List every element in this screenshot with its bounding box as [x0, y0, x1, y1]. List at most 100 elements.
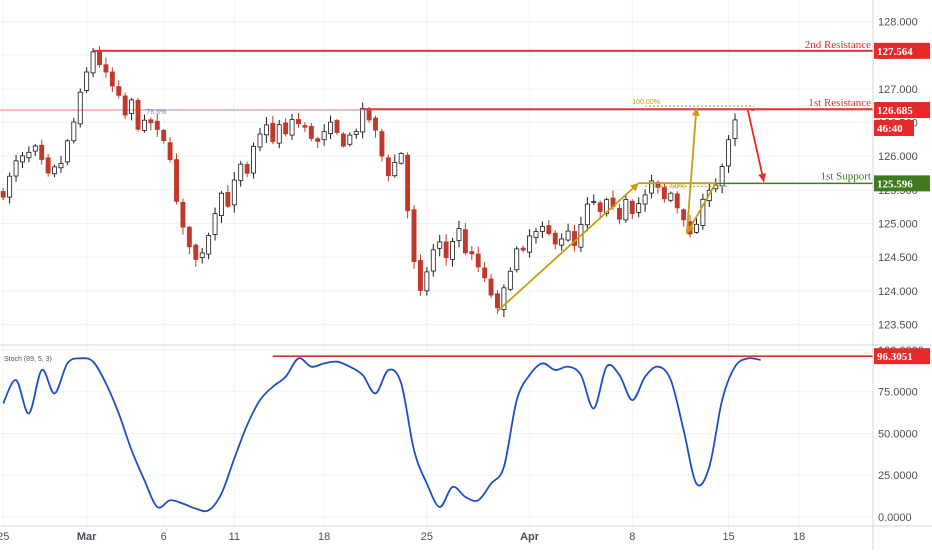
- candle: [26, 146, 32, 163]
- forecast-arrow-shaft: [746, 109, 765, 182]
- time-tick-label: 6: [161, 531, 167, 543]
- candle: [90, 48, 96, 78]
- candle-body: [430, 249, 436, 272]
- candle-body: [276, 124, 282, 144]
- candle-body: [373, 117, 378, 131]
- candle: [219, 191, 224, 224]
- candle: [668, 191, 674, 203]
- time-tick-label: 15: [722, 531, 734, 543]
- countdown-tag: 46:40: [874, 120, 914, 137]
- fib-786-label: 78.6%: [146, 109, 166, 116]
- candle-body: [681, 209, 687, 221]
- candle: [405, 152, 411, 219]
- time-tick-label: 18: [318, 531, 330, 543]
- fib-100-label: 100.00%: [632, 99, 660, 106]
- overlay-layer: [0, 49, 873, 312]
- candle: [141, 114, 147, 133]
- projection-arrow-down-head: [686, 224, 695, 234]
- candle: [77, 88, 83, 128]
- candle: [661, 182, 667, 203]
- candle: [385, 154, 391, 182]
- candle-body: [482, 267, 488, 279]
- candle: [206, 232, 212, 260]
- time-tick-label: 25: [421, 531, 433, 543]
- candle-body: [514, 248, 520, 271]
- candle: [649, 174, 654, 199]
- stoch-value-tag: 96.3051: [874, 348, 930, 365]
- time-tick-label: Apr: [520, 531, 540, 543]
- candle: [180, 198, 186, 235]
- candle: [462, 222, 468, 255]
- price-candles: [0, 46, 738, 317]
- candle-body: [45, 157, 51, 174]
- candle-body: [334, 120, 340, 133]
- candle: [398, 152, 404, 165]
- candle: [597, 200, 603, 220]
- candle-body: [270, 123, 276, 143]
- candle-body: [591, 201, 597, 203]
- candle: [591, 194, 597, 206]
- candle-body: [302, 125, 308, 128]
- resistance-1-value-tag: 126.685: [874, 102, 930, 119]
- candle-body: [308, 125, 314, 139]
- candle-body: [186, 226, 192, 248]
- candle: [103, 57, 109, 78]
- candle-body: [405, 154, 411, 212]
- candle: [135, 97, 141, 132]
- candle: [64, 139, 70, 166]
- candle: [116, 80, 122, 99]
- candle: [360, 102, 366, 139]
- candle-body: [328, 121, 334, 134]
- candle: [122, 92, 128, 120]
- candle: [296, 113, 301, 128]
- candle-body: [674, 193, 680, 209]
- candle-body: [0, 191, 6, 198]
- candle: [392, 154, 398, 178]
- candle: [732, 113, 738, 147]
- candle-body: [161, 129, 167, 141]
- candle-body: [97, 51, 102, 65]
- candle: [559, 233, 565, 251]
- projection-arrow-down-shaft: [686, 182, 717, 235]
- candle-body: [533, 231, 539, 238]
- support-1-value-tag: 125.596: [874, 175, 930, 192]
- forecast-arrow-head: [758, 173, 767, 182]
- candle: [700, 193, 706, 230]
- projection-arrow-1-head: [630, 183, 639, 192]
- candle-body: [154, 120, 160, 130]
- candle-body: [64, 140, 70, 163]
- candle-body: [321, 131, 327, 141]
- candle: [636, 197, 642, 218]
- candle: [443, 234, 449, 266]
- candle-body: [456, 228, 462, 241]
- countdown-tag-bg: [874, 120, 914, 137]
- candle: [623, 194, 629, 223]
- candle-body: [39, 144, 45, 160]
- candle: [174, 153, 179, 205]
- time-tick-label: Mar: [77, 531, 97, 543]
- candle-body: [340, 133, 346, 147]
- resistance-2-value-tag-text: 127.564: [877, 46, 913, 58]
- candle-body: [244, 164, 250, 174]
- candle-body: [597, 202, 603, 213]
- candle: [321, 124, 327, 146]
- candle: [20, 151, 25, 168]
- price-tick-label: 124.000: [878, 286, 918, 298]
- candle: [411, 205, 417, 269]
- candle: [533, 228, 539, 244]
- candle-body: [257, 133, 263, 148]
- candle-body: [103, 64, 109, 73]
- candle: [58, 155, 64, 173]
- candle-body: [122, 95, 128, 116]
- candle: [353, 128, 359, 139]
- candle-body: [636, 203, 642, 213]
- candle-body: [379, 131, 385, 157]
- candle-body: [437, 241, 443, 249]
- candle-body: [424, 271, 430, 292]
- candle-body: [661, 187, 667, 200]
- candle-body: [263, 124, 269, 136]
- candle-body: [212, 213, 218, 235]
- candle-body: [565, 230, 571, 241]
- candle: [501, 284, 507, 317]
